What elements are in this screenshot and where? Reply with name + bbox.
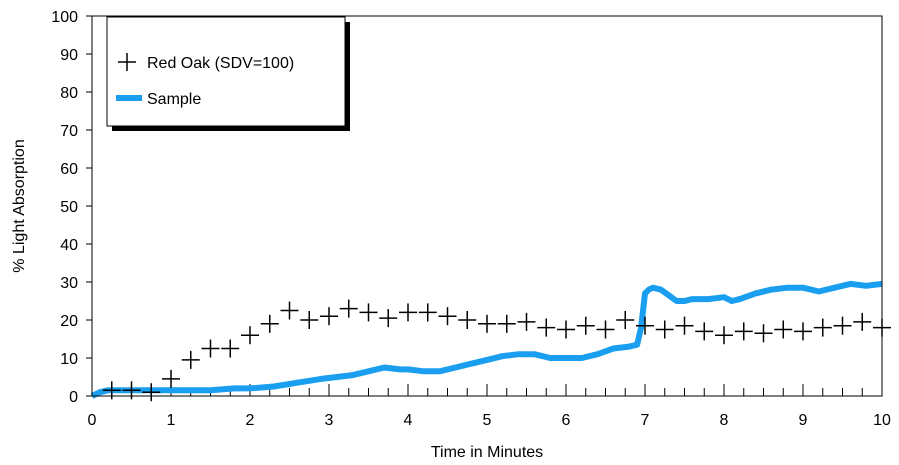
y-tick-label: 40	[60, 237, 78, 254]
y-tick-label: 10	[60, 351, 78, 368]
red-oak-marker	[300, 311, 319, 329]
red-oak-marker	[754, 324, 773, 343]
x-tick-label: 6	[562, 412, 571, 429]
red-oak-marker	[241, 326, 259, 345]
red-oak-marker	[418, 303, 437, 322]
red-oak-marker	[774, 320, 793, 339]
legend-label-red-oak: Red Oak (SDV=100)	[147, 55, 294, 72]
red-oak-marker	[320, 307, 338, 326]
red-oak-marker	[537, 318, 556, 337]
red-oak-marker	[813, 318, 832, 337]
red-oak-marker	[122, 381, 141, 400]
y-tick-label: 30	[60, 275, 78, 292]
series-red-oak	[102, 299, 891, 402]
red-oak-marker	[833, 316, 852, 335]
x-tick-label: 3	[325, 412, 334, 429]
red-oak-marker	[359, 303, 378, 322]
y-tick-label: 100	[51, 9, 78, 26]
red-oak-marker	[399, 303, 417, 322]
red-oak-marker	[596, 320, 615, 339]
red-oak-marker	[142, 383, 161, 402]
legend-label-sample: Sample	[147, 91, 201, 108]
red-oak-marker	[695, 322, 714, 341]
y-tick-label: 80	[60, 85, 78, 102]
legend-box	[106, 16, 346, 127]
x-tick-label: 4	[404, 412, 413, 429]
x-axis-label: Time in Minutes	[431, 444, 543, 461]
x-tick-label: 5	[483, 412, 492, 429]
y-tick-label: 20	[60, 313, 78, 330]
red-oak-marker	[616, 311, 635, 329]
legend: Red Oak (SDV=100) Sample	[106, 16, 350, 131]
x-tick-label: 2	[246, 412, 255, 429]
red-oak-marker	[497, 314, 516, 333]
y-tick-label: 70	[60, 123, 78, 140]
y-tick-label: 90	[60, 47, 78, 64]
red-oak-marker	[655, 320, 674, 339]
red-oak-marker	[478, 314, 496, 333]
red-oak-marker	[280, 301, 299, 320]
x-tick-label: 1	[167, 412, 176, 429]
red-oak-marker	[339, 299, 358, 318]
red-oak-marker	[438, 307, 457, 326]
red-oak-marker	[576, 316, 595, 335]
x-tick-label: 7	[641, 412, 650, 429]
red-oak-marker	[458, 311, 477, 329]
red-oak-marker	[379, 309, 398, 328]
series-sample	[90, 280, 883, 399]
y-axis-ticks: 0 10 20 30 40 50 60 70 80 90 100	[51, 9, 92, 406]
y-tick-label: 50	[60, 199, 78, 216]
legend-line-swatch-icon	[116, 95, 142, 101]
red-oak-marker	[221, 339, 240, 358]
red-oak-marker	[557, 320, 575, 339]
red-oak-marker	[201, 339, 220, 358]
legend-plus-marker-icon	[118, 53, 136, 71]
red-oak-marker	[734, 322, 753, 341]
x-tick-label: 9	[799, 412, 808, 429]
red-oak-marker	[102, 381, 121, 400]
red-oak-marker	[636, 316, 654, 335]
red-oak-marker	[181, 350, 200, 369]
red-oak-marker	[162, 369, 180, 388]
x-tick-label: 10	[873, 412, 891, 429]
sample-series-line	[90, 280, 883, 399]
y-tick-label: 60	[60, 161, 78, 178]
y-axis-label: % Light Absorption	[11, 139, 28, 272]
red-oak-marker	[715, 326, 733, 345]
y-tick-label: 0	[69, 389, 78, 406]
x-tick-label: 0	[88, 412, 97, 429]
red-oak-marker	[853, 312, 872, 331]
plot-area-frame	[91, 15, 883, 397]
red-oak-marker	[517, 312, 536, 331]
red-oak-marker	[260, 314, 279, 333]
red-oak-marker	[794, 322, 812, 341]
x-tick-label: 8	[720, 412, 729, 429]
red-oak-marker	[675, 316, 694, 335]
